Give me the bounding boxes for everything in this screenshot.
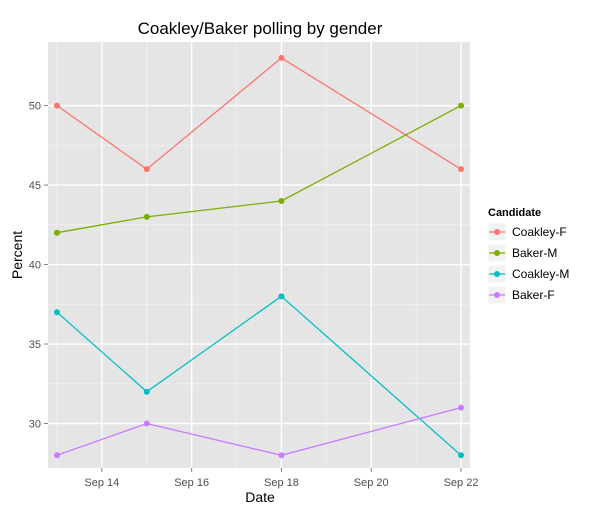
y-tick-label: 40 [29, 260, 41, 272]
legend-key-point-baker-m [494, 250, 500, 256]
data-point-coakley-f [278, 54, 285, 61]
x-tick-label: Sep 20 [354, 477, 389, 489]
legend-label-coakley-m: Coakley-M [512, 267, 569, 281]
y-axis-title: Percent [9, 231, 25, 279]
y-tick-label: 30 [29, 418, 41, 430]
x-tick-label: Sep 16 [174, 477, 209, 489]
legend-label-baker-f: Baker-F [512, 288, 555, 302]
data-point-coakley-m [458, 452, 465, 459]
series-line-coakley-f [56, 57, 462, 171]
data-point-coakley-f [143, 166, 150, 173]
legend-label-coakley-f: Coakley-F [512, 225, 567, 239]
x-tick-label: Sep 18 [264, 477, 299, 489]
legend-key-point-coakley-f [494, 229, 500, 235]
y-tick-label: 35 [29, 339, 41, 351]
data-point-coakley-f [458, 166, 465, 173]
data-point-coakley-m [53, 309, 60, 316]
data-point-coakley-m [143, 388, 150, 395]
y-tick-label: 45 [29, 180, 41, 192]
data-point-coakley-f [53, 102, 60, 109]
series-line-coakley-m [56, 295, 462, 456]
data-point-baker-f [53, 452, 60, 459]
data-point-baker-m [458, 102, 465, 109]
series-line-baker-m [56, 105, 462, 234]
series-group [53, 54, 465, 459]
plot-panel [48, 42, 470, 468]
x-axis-title: Date [245, 489, 275, 505]
legend: Candidate Coakley-F Baker-M Coakley-M Baker… [487, 207, 569, 305]
data-point-baker-f [458, 404, 465, 411]
legend-label-baker-m: Baker-M [512, 246, 557, 260]
data-point-baker-m [143, 213, 150, 220]
legend-title: Candidate [488, 207, 541, 219]
legend-key-point-baker-f [494, 292, 500, 298]
data-point-baker-f [143, 420, 150, 427]
x-tick-label: Sep 14 [84, 477, 119, 489]
x-axis: Sep 14 Sep 16 Sep 18 Sep 20 Sep 22 [84, 468, 478, 489]
data-point-baker-f [278, 452, 285, 459]
data-point-coakley-m [278, 293, 285, 300]
y-tick-label: 50 [29, 101, 41, 113]
chart-title: Coakley/Baker polling by gender [138, 19, 383, 38]
data-point-baker-m [278, 197, 285, 204]
legend-key-point-coakley-m [494, 271, 500, 277]
x-tick-label: Sep 22 [444, 477, 479, 489]
y-axis: 30 35 40 45 50 [29, 101, 48, 430]
data-point-baker-m [53, 229, 60, 236]
series-line-baker-f [56, 406, 462, 456]
